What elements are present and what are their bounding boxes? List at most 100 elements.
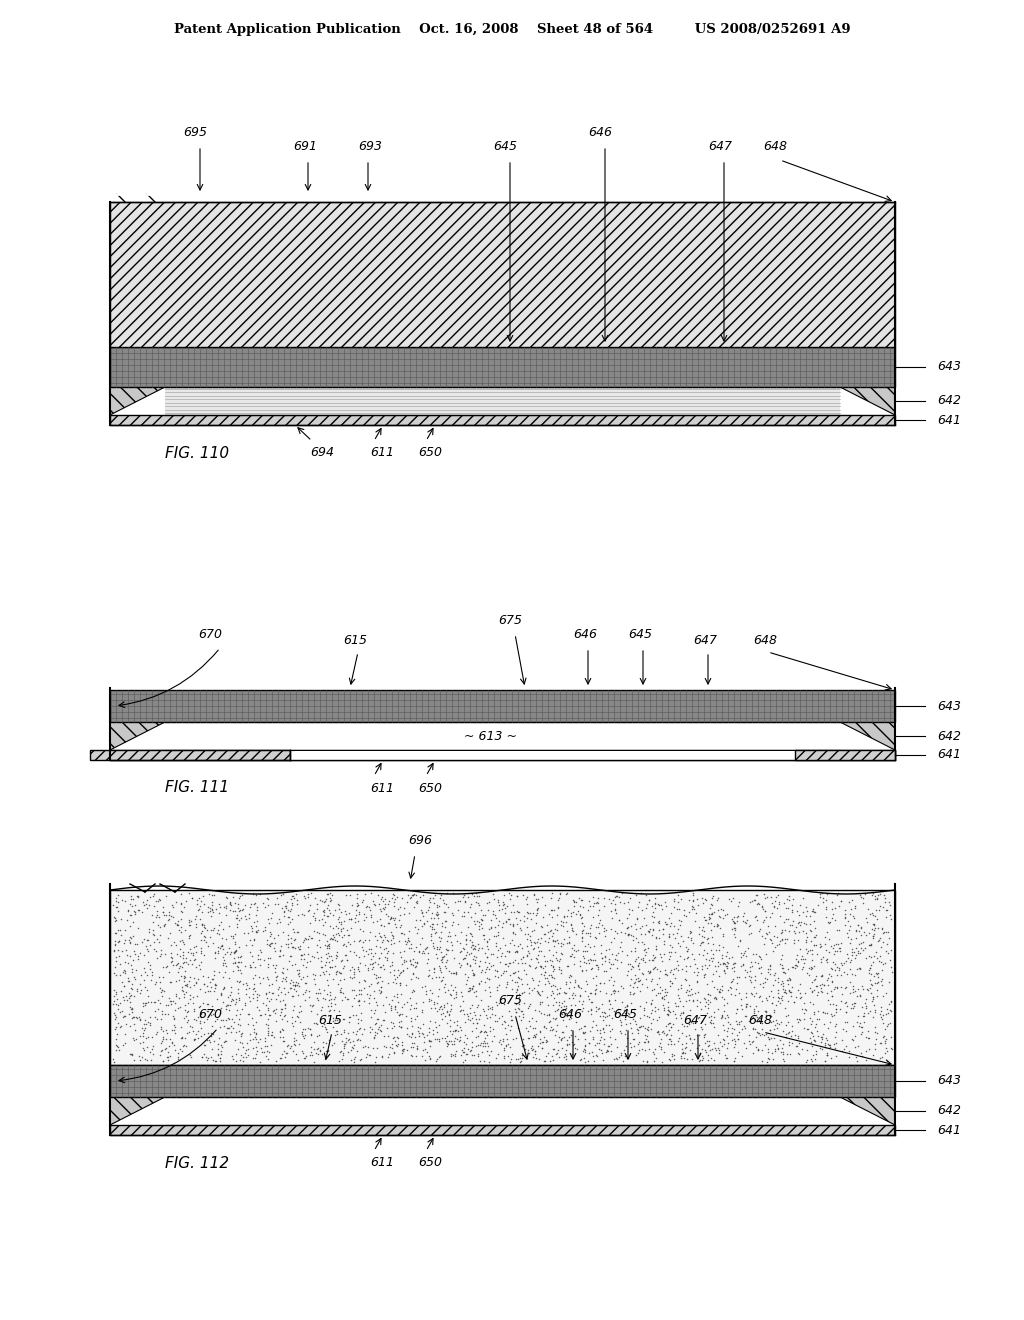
Point [162,972,178,993]
Point [583,983,599,1005]
Point [132,1049,148,1071]
Point [506,962,522,983]
Point [378,1036,394,1057]
Point [775,978,792,999]
Point [473,970,489,991]
Point [847,981,863,1002]
Point [854,1016,870,1038]
Point [596,896,612,917]
Point [342,960,358,981]
Point [659,991,676,1012]
Point [351,989,368,1010]
Point [644,969,660,990]
Point [720,1006,736,1027]
Point [870,931,887,952]
Point [818,1041,835,1063]
Point [804,1023,820,1044]
Point [785,920,802,941]
Point [200,981,216,1002]
Point [343,908,359,929]
Point [347,900,364,921]
Point [537,950,553,972]
Point [462,923,478,944]
Point [483,942,500,964]
Point [317,935,334,956]
Point [524,968,541,989]
Point [594,948,610,969]
Point [222,995,239,1016]
Point [386,896,402,917]
Point [306,946,323,968]
Point [590,917,606,939]
Point [700,907,717,928]
Point [588,954,604,975]
Point [200,1048,216,1069]
Point [701,954,718,975]
Point [171,987,187,1008]
Point [545,931,561,952]
Point [228,956,245,977]
Point [318,898,335,919]
Point [421,896,437,917]
Point [668,968,684,989]
Point [510,936,526,957]
Point [842,933,858,954]
Point [123,927,139,948]
Point [594,948,610,969]
Point [408,956,424,977]
Point [881,1003,897,1024]
Point [329,960,345,981]
Point [846,941,862,962]
Point [247,1027,263,1048]
Point [559,1034,575,1055]
Point [142,969,159,990]
Point [211,903,227,924]
Point [750,953,766,974]
Text: 646: 646 [588,125,612,139]
Point [532,957,549,978]
Point [312,982,329,1003]
Point [766,916,782,937]
Point [575,916,592,937]
Point [771,1030,787,1051]
Point [376,1026,392,1047]
Point [309,1026,326,1047]
Point [346,941,362,962]
Point [247,1048,263,1069]
Point [657,982,674,1003]
Point [369,929,385,950]
Point [551,982,567,1003]
Point [869,948,886,969]
Point [816,1002,833,1023]
Point [490,940,507,961]
Point [514,1001,530,1022]
Point [522,956,539,977]
Point [547,1024,563,1045]
Point [815,1001,831,1022]
Point [219,887,236,908]
Point [521,902,538,923]
Point [558,1045,574,1067]
Point [768,1010,784,1031]
Point [260,982,276,1003]
Point [653,895,670,916]
Point [858,908,874,929]
Point [244,920,260,941]
Point [152,993,168,1014]
Point [265,954,282,975]
Point [210,941,226,962]
Point [388,916,404,937]
Point [598,920,614,941]
Point [469,997,485,1018]
Point [563,966,580,987]
Point [266,928,283,949]
Point [302,950,318,972]
Point [597,946,613,968]
Point [663,941,679,962]
Point [859,979,876,1001]
Point [289,960,305,981]
Point [354,891,371,912]
Point [212,1010,228,1031]
Point [436,902,453,923]
Point [466,964,482,985]
